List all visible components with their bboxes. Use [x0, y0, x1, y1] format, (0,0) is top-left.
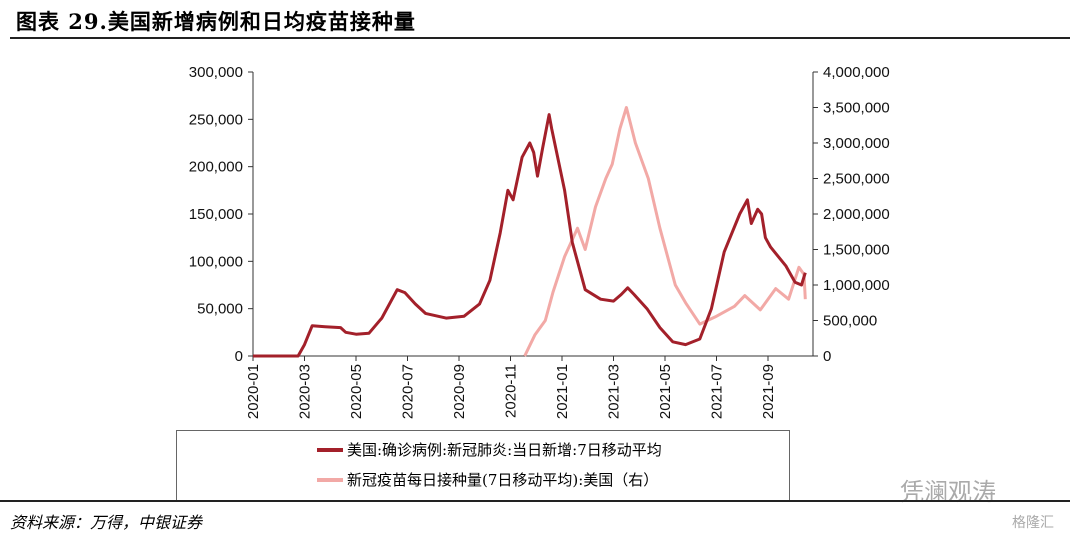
y-right-tick-label: 3,500,000	[823, 100, 890, 117]
series-line-cases	[253, 113, 807, 358]
legend: 美国:确诊病例:新冠肺炎:当日新增:7日移动平均 新冠疫苗每日接种量(7日移动平…	[176, 430, 790, 501]
x-tick-label: 2020-03	[297, 364, 314, 419]
x-tick-label: 2021-09	[760, 364, 777, 419]
x-tick-label: 2020-01	[245, 364, 262, 419]
x-tick-label: 2021-01	[554, 364, 571, 419]
y-right-tick-label: 4,000,000	[823, 64, 890, 81]
legend-label-vaccines: 新冠疫苗每日接种量(7日移动平均):美国（右）	[347, 471, 659, 489]
y-right-tick-label: 1,000,000	[823, 277, 890, 294]
y-left-tick-label: 100,000	[189, 253, 243, 270]
x-tick-label: 2020-09	[451, 364, 468, 419]
x-tick-label: 2021-05	[657, 364, 674, 419]
x-tick-label: 2020-05	[348, 364, 365, 419]
x-tick-label: 2020-07	[400, 364, 417, 419]
y-left-tick-label: 300,000	[189, 64, 243, 81]
y-left-tick-label: 50,000	[197, 301, 243, 318]
y-left-tick-label: 0	[235, 348, 243, 365]
y-right-tick-label: 3,000,000	[823, 135, 890, 152]
legend-swatch-cases	[317, 447, 343, 452]
y-right-tick-label: 0	[823, 348, 831, 365]
legend-item-vaccines: 新冠疫苗每日接种量(7日移动平均):美国（右）	[317, 469, 658, 490]
bottom-rule	[0, 500, 1070, 502]
y-right-tick-label: 500,000	[823, 313, 877, 330]
y-right-tick-label: 2,500,000	[823, 171, 890, 188]
x-tick-label: 2020-11	[503, 364, 520, 418]
legend-item-cases: 美国:确诊病例:新冠肺炎:当日新增:7日移动平均	[317, 439, 662, 460]
y-left-tick-label: 200,000	[189, 159, 243, 176]
y-right-tick-label: 2,000,000	[823, 206, 890, 223]
source-note: 资料来源：万得，中银证券	[10, 513, 203, 532]
x-tick-label: 2021-03	[606, 364, 623, 419]
y-left-tick-label: 250,000	[189, 111, 243, 128]
y-left-tick-label: 150,000	[189, 206, 243, 223]
series-line-vaccines	[523, 106, 807, 357]
legend-label-cases: 美国:确诊病例:新冠肺炎:当日新增:7日移动平均	[347, 441, 662, 459]
x-tick-label: 2021-07	[709, 364, 726, 419]
figure-title: 图表 29.美国新增病例和日均疫苗接种量	[16, 9, 416, 34]
y-right-tick-label: 1,500,000	[823, 242, 890, 259]
watermark-gelonghui: 格隆汇	[1012, 515, 1054, 531]
top-rule	[10, 37, 1070, 39]
legend-swatch-vaccines	[317, 477, 343, 482]
